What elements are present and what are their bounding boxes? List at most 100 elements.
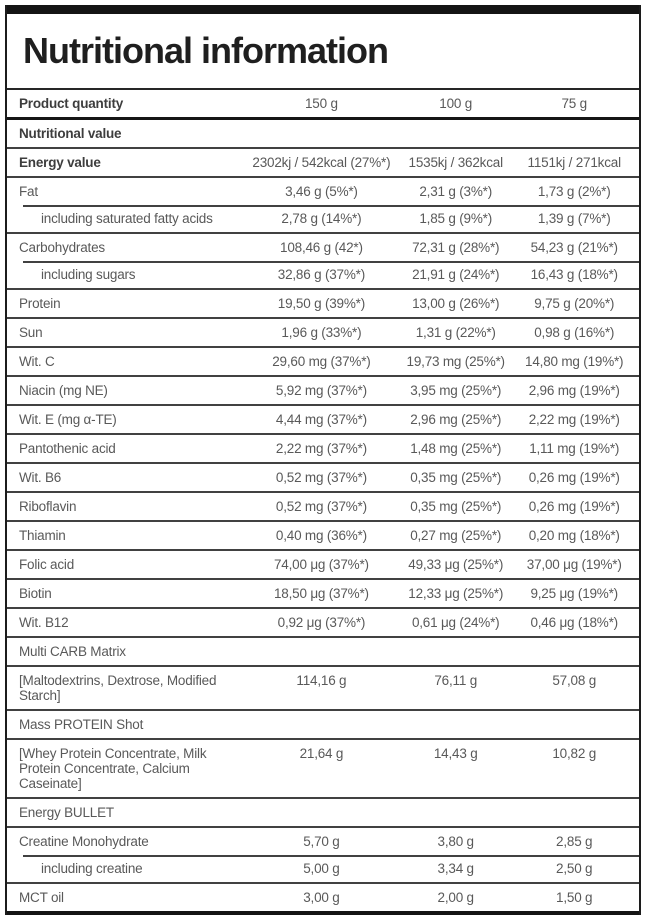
table-row: [Maltodextrins, Dextrose, Modified Starc… [7,665,639,709]
row-label: including sugars [41,267,136,282]
table-row: Wit. B12 0,92 μg (37%*) 0,61 μg (24%*) 0… [7,607,639,636]
row-label: Wit. E (mg α-TE) [19,412,117,427]
table-row: Creatine Monohydrate 5,70 g 3,80 g 2,85 … [7,826,639,855]
row-value-100g: 3,95 mg (25%*) [410,383,502,398]
row-label: Mass PROTEIN Shot [19,717,144,732]
row-label: Sun [19,325,43,340]
row-value-100g: 1,85 g (9%*) [419,211,493,226]
row-value-75g: 0,98 g (16%*) [534,325,615,340]
row-value-150g: 21,64 g [299,746,344,761]
row-label: Energy BULLET [19,805,114,820]
row-label: including creatine [41,861,143,876]
row-label: Fat [19,184,38,199]
panel-header: Nutritional information [7,14,639,90]
table-row: MCT oil 3,00 g 2,00 g 1,50 g [7,882,639,911]
row-value-100g: 13,00 g (26%*) [412,296,500,311]
row-value-100g: 2,31 g (3%*) [419,184,493,199]
table-row: Nutritional value [7,117,639,147]
row-value-150g: 19,50 g (39%*) [277,296,366,311]
table-row: including sugars 32,86 g (37%*) 21,91 g … [7,261,639,288]
row-value-75g: 57,08 g [552,673,597,688]
row-value-100g [402,799,509,811]
table-row: Biotin 18,50 μg (37%*) 12,33 μg (25%*) 9… [7,578,639,607]
row-value-75g [509,799,639,811]
row-value-75g: 2,50 g [556,861,593,876]
row-label: Wit. B6 [19,470,62,485]
row-value-100g: 3,80 g [437,834,475,849]
row-value-100g: 12,33 μg (25%*) [408,586,504,601]
table-row: Energy BULLET [7,797,639,826]
nutrition-facts-panel: Nutritional information Product quantity… [5,5,641,915]
row-value-150g: 5,70 g [303,834,340,849]
row-label: Biotin [19,586,52,601]
row-value-75g: 9,75 g (20%*) [534,296,615,311]
row-value-100g: 0,35 mg (25%*) [410,499,502,514]
row-value-75g: 9,25 μg (19%*) [530,586,618,601]
row-value-100g [402,711,509,723]
row-label: Multi CARB Matrix [19,644,126,659]
row-value-150g: 108,46 g (42*) [280,240,363,255]
row-value-150g: 74,00 μg (37%*) [273,557,369,572]
row-value-75g: 10,82 g [552,746,597,761]
row-label: MCT oil [19,890,64,905]
row-label: Energy value [19,155,101,170]
bottom-black-bar [7,911,639,915]
row-value-100g: 76,11 g [434,673,478,688]
row-label: Creatine Monohydrate [19,834,149,849]
row-value-100g: 2,96 mg (25%*) [410,412,502,427]
table-row: Carbohydrates 108,46 g (42*) 72,31 g (28… [7,232,639,261]
row-value-75g: 0,46 μg (18%*) [530,615,618,630]
row-value-150g: 114,16 g [296,673,347,688]
row-value-100g: 21,91 g (24%*) [412,267,500,282]
table-row: Niacin (mg NE) 5,92 mg (37%*) 3,95 mg (2… [7,375,639,404]
row-value-100g: 14,43 g [433,746,478,761]
row-value-75g: 37,00 μg (19%*) [526,557,622,572]
row-label: Nutritional value [19,126,122,141]
table-row: Multi CARB Matrix [7,636,639,665]
row-value-150g: 150 g [305,96,338,111]
row-label: [Maltodextrins, Dextrose, Modified Starc… [19,673,217,703]
row-value-100g: 1,31 g (22%*) [415,325,496,340]
table-row: Protein 19,50 g (39%*) 13,00 g (26%*) 9,… [7,288,639,317]
row-value-150g: 2,78 g (14%*) [281,211,362,226]
row-value-150g: 0,92 μg (37%*) [277,615,366,630]
row-value-150g: 5,00 g [303,861,340,876]
row-value-100g: 3,34 g [437,861,475,876]
row-label: Product quantity [19,96,124,111]
row-label: Pantothenic acid [19,441,116,456]
row-value-75g: 16,43 g (18%*) [530,267,618,282]
table-row: Thiamin 0,40 mg (36%*) 0,27 mg (25%*) 0,… [7,520,639,549]
table-row: including creatine 5,00 g 3,34 g 2,50 g [7,855,639,882]
row-value-100g: 49,33 μg (25%*) [408,557,504,572]
row-value-100g: 1535kj / 362kcal [408,155,504,170]
row-label: Folic acid [19,557,75,572]
row-label: Wit. B12 [19,615,69,630]
row-value-75g: 75 g [561,96,587,111]
row-value-150g [241,711,402,723]
table-row: Energy value 2302kj / 542kcal (27%*) 153… [7,147,639,176]
table-row: Mass PROTEIN Shot [7,709,639,738]
row-value-100g: 19,73 mg (25%*) [406,354,506,369]
row-value-75g: 2,22 mg (19%*) [528,412,620,427]
row-value-75g: 0,20 mg (18%*) [528,528,620,543]
row-value-150g: 0,52 mg (37%*) [275,470,367,485]
row-value-75g: 1,50 g [556,890,593,905]
row-value-75g [509,711,639,723]
row-value-150g: 29,60 mg (37%*) [272,354,371,369]
row-value-150g [241,799,402,811]
table-row: Folic acid 74,00 μg (37%*) 49,33 μg (25%… [7,549,639,578]
row-value-75g: 14,80 mg (19%*) [525,354,624,369]
row-label: Thiamin [19,528,66,543]
table-row: Wit. B6 0,52 mg (37%*) 0,35 mg (25%*) 0,… [7,462,639,491]
row-value-100g: 72,31 g (28%*) [412,240,500,255]
row-value-150g: 1,96 g (33%*) [281,325,362,340]
row-value-100g: 100 g [439,96,473,111]
row-value-75g: 2,96 mg (19%*) [528,383,620,398]
row-value-150g: 2302kj / 542kcal (27%*) [252,155,391,170]
row-value-100g: 0,61 μg (24%*) [411,615,500,630]
table-row: Pantothenic acid 2,22 mg (37%*) 1,48 mg … [7,433,639,462]
row-label: Protein [19,296,61,311]
row-value-150g: 0,52 mg (37%*) [275,499,367,514]
row-label: Wit. C [19,354,55,369]
row-value-150g: 3,46 g (5%*) [285,184,358,199]
